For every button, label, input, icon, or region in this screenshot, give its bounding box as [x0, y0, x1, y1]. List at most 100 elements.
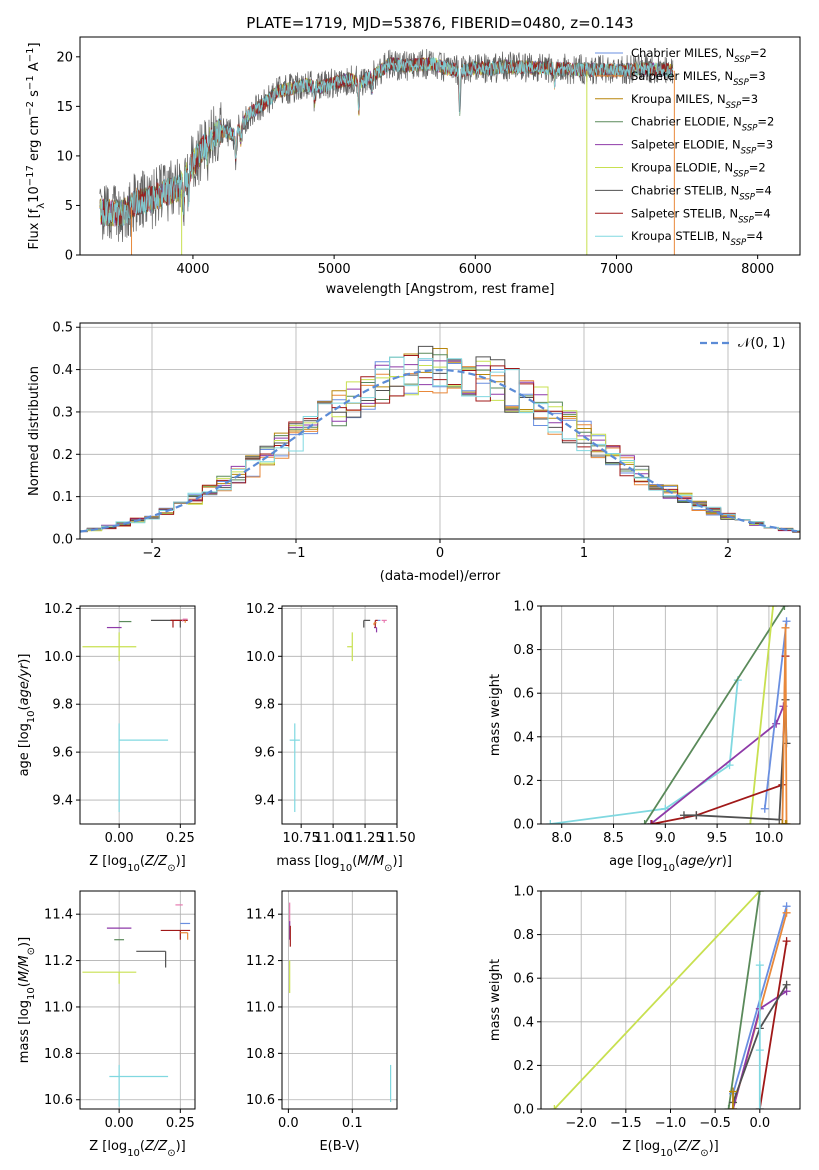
- legend-entry: Kroupa MILES, NSSP=3: [631, 92, 758, 111]
- massweight_vs_Z-point-marker: [782, 937, 791, 946]
- residuals-ytick-label: 0.4: [52, 363, 73, 378]
- massweight_vs_Z-point-marker: [755, 961, 764, 970]
- age_vs_Z-xtick-label: 0.25: [166, 831, 195, 846]
- massweight_vs_age-ytick-label: 1.0: [513, 600, 534, 615]
- age_vs_mass-xtick-label: 11.50: [378, 831, 415, 846]
- massweight_vs_age-ytick-label: 0.8: [513, 643, 534, 658]
- spectrum-series-line: [99, 57, 674, 227]
- spectrum-xtick-label: 8000: [741, 262, 774, 277]
- age_vs_Z-ytick-label: 10.2: [44, 602, 73, 617]
- residuals-xtick-label: 1: [580, 546, 588, 561]
- massweight_vs_age-point-marker: [725, 761, 734, 770]
- spectrum-ytick-label: 5: [65, 199, 73, 214]
- spectrum-xtick-label: 4000: [176, 262, 209, 277]
- massweight_vs_age-point-marker: [640, 820, 649, 824]
- massweight_vs_age-point-marker: [692, 811, 701, 820]
- massweight_vs_Z-series-line: [727, 891, 761, 1109]
- age_vs_Z-xtick-label: 0.00: [105, 831, 134, 846]
- massweight_vs_Z-ytick-label: 1.0: [513, 885, 534, 900]
- massweight_vs_age-point-marker: [780, 606, 789, 610]
- residuals-xtick-label: −2: [142, 546, 161, 561]
- massweight_vs_age-xtick-label: 10.0: [754, 831, 783, 846]
- legend-entry: Kroupa STELIB, NSSP=4: [631, 229, 763, 248]
- massweight_vs_Z-xtick-label: 0.0: [749, 1116, 770, 1131]
- massweight_vs_Z-xtick-label: −1.0: [655, 1116, 687, 1131]
- massweight_vs_age-ytick-label: 0.4: [513, 730, 534, 745]
- legend-entry: Kroupa ELODIE, NSSP=2: [631, 161, 766, 180]
- massweight_vs_age-series-line: [749, 606, 774, 824]
- mass_vs_Z-ytick-label: 11.0: [44, 1000, 73, 1015]
- massweight_vs_age-plot-area: [546, 606, 791, 824]
- mass_vs_ebv-plot-area: [289, 902, 392, 1103]
- mass_vs_ebv-ytick-label: 11.4: [246, 908, 275, 923]
- legend-entry: Salpeter STELIB, NSSP=4: [631, 206, 771, 225]
- residuals-ytick-label: 0.2: [52, 448, 73, 463]
- age_vs_Z-ytick-label: 9.6: [52, 746, 73, 761]
- massweight_vs_age-point-marker: [781, 623, 790, 632]
- massweight_vs_age-series-line: [763, 621, 788, 809]
- massweight_vs_age-point-marker: [646, 820, 655, 824]
- age_vs_Z-xlabel: Z [log10(Z/Z⊙)]: [89, 854, 186, 874]
- mass_vs_Z-xtick-label: 0.00: [105, 1116, 134, 1131]
- residuals-frame: [79, 322, 801, 540]
- legend-entry: Chabrier MILES, NSSP=2: [631, 46, 767, 65]
- mass_vs_ebv-xlabel: E(B-V): [319, 1139, 359, 1154]
- figure-title: PLATE=1719, MJD=53876, FIBERID=0480, z=0…: [246, 14, 633, 32]
- age_vs_mass-xtick-label: 10.75: [283, 831, 320, 846]
- massweight_vs_age-xtick-label: 8.0: [551, 831, 572, 846]
- mass_vs_ebv-ytick-label: 10.6: [246, 1093, 275, 1108]
- spectrum-xlabel: wavelength [Angstrom, rest frame]: [326, 282, 555, 297]
- age_vs_mass-xtick-label: 11.00: [315, 831, 352, 846]
- massweight_vs_age-point-marker: [679, 811, 688, 820]
- massweight_vs_Z-plot-area: [550, 891, 791, 1109]
- normal-reference-curve: [80, 368, 798, 533]
- massweight_vs_Z-ylabel: mass weight: [488, 959, 503, 1041]
- mass_vs_Z-frame: [79, 890, 196, 1110]
- massweight_vs_Z-xlabel: Z [log10(Z/Z⊙)]: [622, 1139, 719, 1159]
- massweight_vs_Z-ytick-label: 0.4: [513, 1015, 534, 1030]
- age_vs_Z-ytick-label: 9.4: [52, 794, 73, 809]
- mass_vs_Z-ylabel: mass [log10(M/M⊙)]: [17, 937, 37, 1063]
- massweight_vs_age-ytick-label: 0.2: [513, 774, 534, 789]
- spectrum-xtick-label: 5000: [318, 262, 351, 277]
- massweight_vs_Z-series-line: [553, 891, 761, 1109]
- spectrum-ylabel: Flux [fλ10−17 erg cm−2 s−1 A−1]: [25, 42, 47, 249]
- massweight_vs_age-panel: 8.0 8.5 9.0 9.5 10.0 0.0 0.2 0.4 0.6 0.8 1.0 mass w…: [488, 600, 801, 874]
- legend-entry: Chabrier STELIB, NSSP=4: [631, 183, 772, 202]
- age_vs_Z-ytick-label: 9.8: [52, 698, 73, 713]
- massweight_vs_age-point-marker: [772, 719, 781, 728]
- massweight_vs_age-xtick-label: 9.5: [707, 831, 728, 846]
- spectrum-ytick-label: 10: [56, 149, 73, 164]
- mass_vs_ebv-xtick-label: 0.1: [342, 1116, 363, 1131]
- residuals-plot-area: [80, 345, 800, 533]
- massweight_vs_age-point-marker: [647, 820, 656, 824]
- residuals-ylabel: Normed distribution: [27, 366, 42, 496]
- massweight_vs_age-series-line: [550, 680, 739, 824]
- age_vs_mass-ytick-label: 9.4: [254, 794, 275, 809]
- massweight_vs_age-xtick-label: 8.5: [603, 831, 624, 846]
- mass_vs_Z-xlabel: Z [log10(Z/Z⊙)]: [89, 1139, 186, 1159]
- mass_vs_Z-ytick-label: 10.8: [44, 1047, 73, 1062]
- residuals-ytick-label: 0.5: [52, 321, 73, 336]
- massweight_vs_age-ytick-label: 0.0: [513, 818, 534, 833]
- massweight_vs_age-ytick-label: 0.6: [513, 687, 534, 702]
- massweight_vs_age-ylabel: mass weight: [488, 674, 503, 756]
- mass_vs_Z-ytick-label: 11.4: [44, 908, 73, 923]
- massweight_vs_Z-xtick-label: −1.5: [610, 1116, 642, 1131]
- spectrum-plot-area: [99, 48, 675, 255]
- massweight_vs_Z-point-marker: [729, 1105, 738, 1109]
- spectrum-frame: [79, 36, 801, 256]
- massweight_vs_age-point-marker: [778, 820, 787, 824]
- residuals-ytick-label: 0.0: [52, 533, 73, 548]
- mass_vs_ebv-ytick-label: 11.2: [246, 954, 275, 969]
- residual-histogram: [80, 356, 800, 532]
- age_vs_mass-xtick-label: 11.25: [346, 831, 383, 846]
- massweight_vs_age-point-marker: [746, 820, 755, 824]
- massweight_vs_Z-point-marker: [729, 1087, 738, 1096]
- massweight_vs_age-point-marker: [546, 820, 555, 824]
- massweight_vs_Z-point-marker: [724, 1105, 733, 1109]
- age_vs_Z-ylabel: age [log10(age/yr)]: [17, 654, 37, 777]
- residuals-ytick-label: 0.1: [52, 490, 73, 505]
